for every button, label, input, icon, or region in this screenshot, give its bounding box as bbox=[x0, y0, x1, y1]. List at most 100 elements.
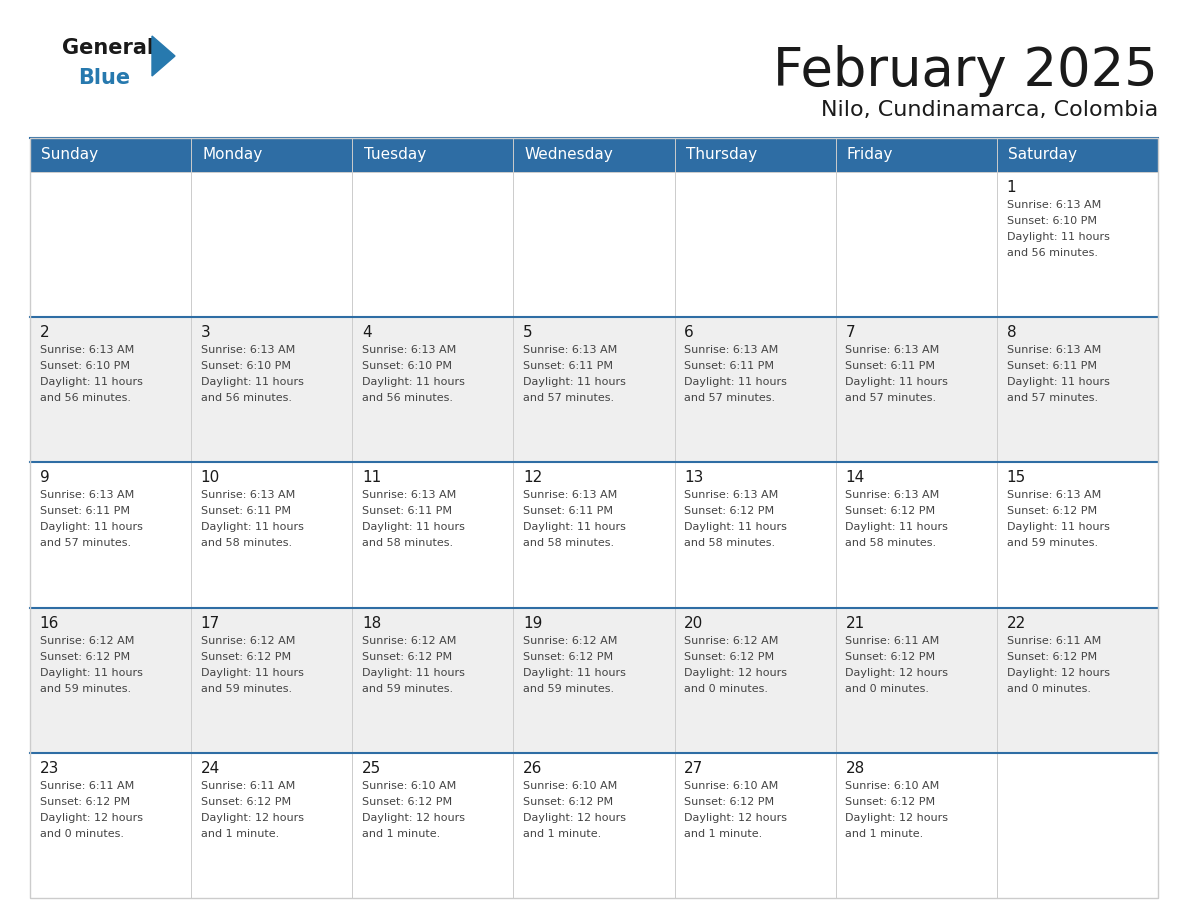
Text: and 0 minutes.: and 0 minutes. bbox=[684, 684, 769, 694]
Text: Sunset: 6:12 PM: Sunset: 6:12 PM bbox=[362, 797, 453, 807]
Polygon shape bbox=[152, 36, 175, 76]
Text: and 0 minutes.: and 0 minutes. bbox=[39, 829, 124, 839]
Text: 6: 6 bbox=[684, 325, 694, 341]
Text: and 59 minutes.: and 59 minutes. bbox=[39, 684, 131, 694]
Text: Sunrise: 6:13 AM: Sunrise: 6:13 AM bbox=[1006, 345, 1101, 355]
Text: Blue: Blue bbox=[78, 68, 131, 88]
Bar bbox=[30, 172, 1158, 318]
Text: Nilo, Cundinamarca, Colombia: Nilo, Cundinamarca, Colombia bbox=[821, 100, 1158, 120]
Text: and 59 minutes.: and 59 minutes. bbox=[362, 684, 453, 694]
Text: Sunset: 6:12 PM: Sunset: 6:12 PM bbox=[684, 797, 775, 807]
Text: 14: 14 bbox=[846, 470, 865, 486]
Text: Sunset: 6:10 PM: Sunset: 6:10 PM bbox=[1006, 216, 1097, 226]
Text: Sunrise: 6:13 AM: Sunrise: 6:13 AM bbox=[201, 345, 295, 355]
Text: and 0 minutes.: and 0 minutes. bbox=[1006, 684, 1091, 694]
Text: and 0 minutes.: and 0 minutes. bbox=[846, 684, 929, 694]
Text: and 58 minutes.: and 58 minutes. bbox=[846, 538, 936, 548]
Text: 15: 15 bbox=[1006, 470, 1025, 486]
Text: Sunset: 6:12 PM: Sunset: 6:12 PM bbox=[1006, 652, 1097, 662]
Text: Sunrise: 6:13 AM: Sunrise: 6:13 AM bbox=[684, 490, 778, 500]
Text: Sunrise: 6:10 AM: Sunrise: 6:10 AM bbox=[846, 781, 940, 790]
Text: Sunday: Sunday bbox=[42, 148, 99, 162]
Text: and 1 minute.: and 1 minute. bbox=[201, 829, 279, 839]
Text: 27: 27 bbox=[684, 761, 703, 776]
Text: Sunset: 6:12 PM: Sunset: 6:12 PM bbox=[201, 797, 291, 807]
Text: Sunrise: 6:10 AM: Sunrise: 6:10 AM bbox=[684, 781, 778, 790]
Text: Sunset: 6:12 PM: Sunset: 6:12 PM bbox=[684, 652, 775, 662]
Text: February 2025: February 2025 bbox=[773, 45, 1158, 97]
Bar bbox=[30, 608, 1158, 753]
Text: Sunset: 6:11 PM: Sunset: 6:11 PM bbox=[1006, 361, 1097, 371]
Text: Sunrise: 6:13 AM: Sunrise: 6:13 AM bbox=[362, 345, 456, 355]
Text: and 1 minute.: and 1 minute. bbox=[523, 829, 601, 839]
Text: Sunrise: 6:11 AM: Sunrise: 6:11 AM bbox=[201, 781, 295, 790]
Text: Sunrise: 6:10 AM: Sunrise: 6:10 AM bbox=[362, 781, 456, 790]
Text: Sunset: 6:10 PM: Sunset: 6:10 PM bbox=[39, 361, 129, 371]
Text: Daylight: 11 hours: Daylight: 11 hours bbox=[201, 667, 304, 677]
Text: Daylight: 11 hours: Daylight: 11 hours bbox=[39, 377, 143, 387]
Text: Daylight: 11 hours: Daylight: 11 hours bbox=[523, 377, 626, 387]
Text: Sunrise: 6:13 AM: Sunrise: 6:13 AM bbox=[201, 490, 295, 500]
Text: Daylight: 11 hours: Daylight: 11 hours bbox=[523, 522, 626, 532]
Text: Daylight: 11 hours: Daylight: 11 hours bbox=[1006, 232, 1110, 242]
Text: Daylight: 12 hours: Daylight: 12 hours bbox=[846, 812, 948, 823]
Text: 2: 2 bbox=[39, 325, 49, 341]
Text: Daylight: 11 hours: Daylight: 11 hours bbox=[39, 522, 143, 532]
Text: Daylight: 11 hours: Daylight: 11 hours bbox=[39, 667, 143, 677]
Text: and 56 minutes.: and 56 minutes. bbox=[1006, 248, 1098, 258]
Text: Sunrise: 6:12 AM: Sunrise: 6:12 AM bbox=[523, 635, 618, 645]
Text: and 58 minutes.: and 58 minutes. bbox=[362, 538, 453, 548]
Text: Daylight: 12 hours: Daylight: 12 hours bbox=[201, 812, 304, 823]
Text: 10: 10 bbox=[201, 470, 220, 486]
Text: Sunrise: 6:13 AM: Sunrise: 6:13 AM bbox=[846, 490, 940, 500]
Text: 19: 19 bbox=[523, 616, 543, 631]
Text: 12: 12 bbox=[523, 470, 543, 486]
Text: Sunrise: 6:12 AM: Sunrise: 6:12 AM bbox=[201, 635, 295, 645]
Text: 1: 1 bbox=[1006, 180, 1016, 195]
Text: and 56 minutes.: and 56 minutes. bbox=[362, 393, 453, 403]
Text: Thursday: Thursday bbox=[685, 148, 757, 162]
Text: 21: 21 bbox=[846, 616, 865, 631]
Text: Sunrise: 6:12 AM: Sunrise: 6:12 AM bbox=[39, 635, 134, 645]
Bar bbox=[30, 138, 1158, 172]
Text: 23: 23 bbox=[39, 761, 59, 776]
Text: and 57 minutes.: and 57 minutes. bbox=[39, 538, 131, 548]
Text: Sunset: 6:10 PM: Sunset: 6:10 PM bbox=[362, 361, 451, 371]
Text: Daylight: 11 hours: Daylight: 11 hours bbox=[362, 522, 465, 532]
Text: 3: 3 bbox=[201, 325, 210, 341]
Text: Daylight: 11 hours: Daylight: 11 hours bbox=[523, 667, 626, 677]
Text: Sunset: 6:12 PM: Sunset: 6:12 PM bbox=[684, 507, 775, 517]
Text: Daylight: 11 hours: Daylight: 11 hours bbox=[846, 377, 948, 387]
Text: Daylight: 12 hours: Daylight: 12 hours bbox=[684, 812, 788, 823]
Text: Sunset: 6:12 PM: Sunset: 6:12 PM bbox=[846, 797, 935, 807]
Bar bbox=[30, 753, 1158, 898]
Text: Sunset: 6:11 PM: Sunset: 6:11 PM bbox=[39, 507, 129, 517]
Text: Daylight: 11 hours: Daylight: 11 hours bbox=[684, 377, 788, 387]
Text: Sunrise: 6:13 AM: Sunrise: 6:13 AM bbox=[523, 490, 618, 500]
Text: Sunset: 6:10 PM: Sunset: 6:10 PM bbox=[201, 361, 291, 371]
Text: Daylight: 11 hours: Daylight: 11 hours bbox=[684, 522, 788, 532]
Text: Friday: Friday bbox=[847, 148, 893, 162]
Text: 25: 25 bbox=[362, 761, 381, 776]
Text: Monday: Monday bbox=[202, 148, 263, 162]
Text: Daylight: 11 hours: Daylight: 11 hours bbox=[1006, 522, 1110, 532]
Text: and 56 minutes.: and 56 minutes. bbox=[39, 393, 131, 403]
Text: Sunset: 6:11 PM: Sunset: 6:11 PM bbox=[684, 361, 775, 371]
Text: Sunset: 6:11 PM: Sunset: 6:11 PM bbox=[523, 361, 613, 371]
Text: 22: 22 bbox=[1006, 616, 1025, 631]
Text: Daylight: 11 hours: Daylight: 11 hours bbox=[362, 377, 465, 387]
Text: Sunset: 6:12 PM: Sunset: 6:12 PM bbox=[362, 652, 453, 662]
Text: Sunrise: 6:10 AM: Sunrise: 6:10 AM bbox=[523, 781, 618, 790]
Text: and 59 minutes.: and 59 minutes. bbox=[523, 684, 614, 694]
Text: Saturday: Saturday bbox=[1009, 148, 1078, 162]
Bar bbox=[30, 318, 1158, 463]
Text: and 1 minute.: and 1 minute. bbox=[362, 829, 441, 839]
Text: and 58 minutes.: and 58 minutes. bbox=[523, 538, 614, 548]
Text: and 57 minutes.: and 57 minutes. bbox=[1006, 393, 1098, 403]
Text: and 1 minute.: and 1 minute. bbox=[846, 829, 923, 839]
Text: Daylight: 11 hours: Daylight: 11 hours bbox=[201, 522, 304, 532]
Text: 26: 26 bbox=[523, 761, 543, 776]
Text: Sunset: 6:12 PM: Sunset: 6:12 PM bbox=[846, 507, 935, 517]
Text: Sunset: 6:12 PM: Sunset: 6:12 PM bbox=[39, 797, 129, 807]
Text: General: General bbox=[62, 38, 154, 58]
